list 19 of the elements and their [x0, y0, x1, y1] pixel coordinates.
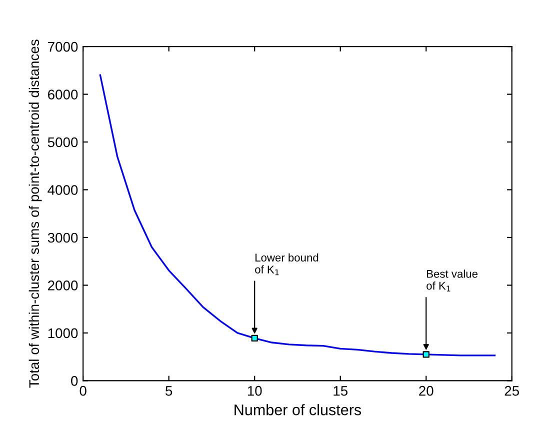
x-tick-label: 5 [166, 386, 172, 396]
y-tick-label: 0 [71, 376, 78, 386]
x-tick-label: 10 [248, 386, 262, 396]
line-series [99, 74, 496, 356]
y-tick-label: 5000 [48, 137, 78, 148]
y-tick-label: 4000 [48, 185, 78, 195]
y-tick-label: 2000 [48, 280, 78, 290]
x-tick-label: 25 [504, 386, 520, 396]
x-tick-label: 0 [80, 386, 86, 396]
x-axis-title: Number of clusters [234, 404, 362, 416]
x-tick-label: 20 [419, 386, 434, 396]
y-tick-label: 7000 [48, 42, 78, 52]
x-tick-label: 15 [334, 386, 348, 396]
y-axis-title: Total of within-cluster sums of point-to-centroid distances [28, 40, 42, 388]
y-tick-label: 1000 [48, 328, 78, 338]
annotation: Best value of K$_{1}$ [426, 270, 478, 292]
annotation: Lower bound of K$_{1}$ [255, 253, 318, 276]
y-tick-label: 6000 [48, 90, 78, 100]
y-tick-label: 3000 [48, 232, 78, 243]
